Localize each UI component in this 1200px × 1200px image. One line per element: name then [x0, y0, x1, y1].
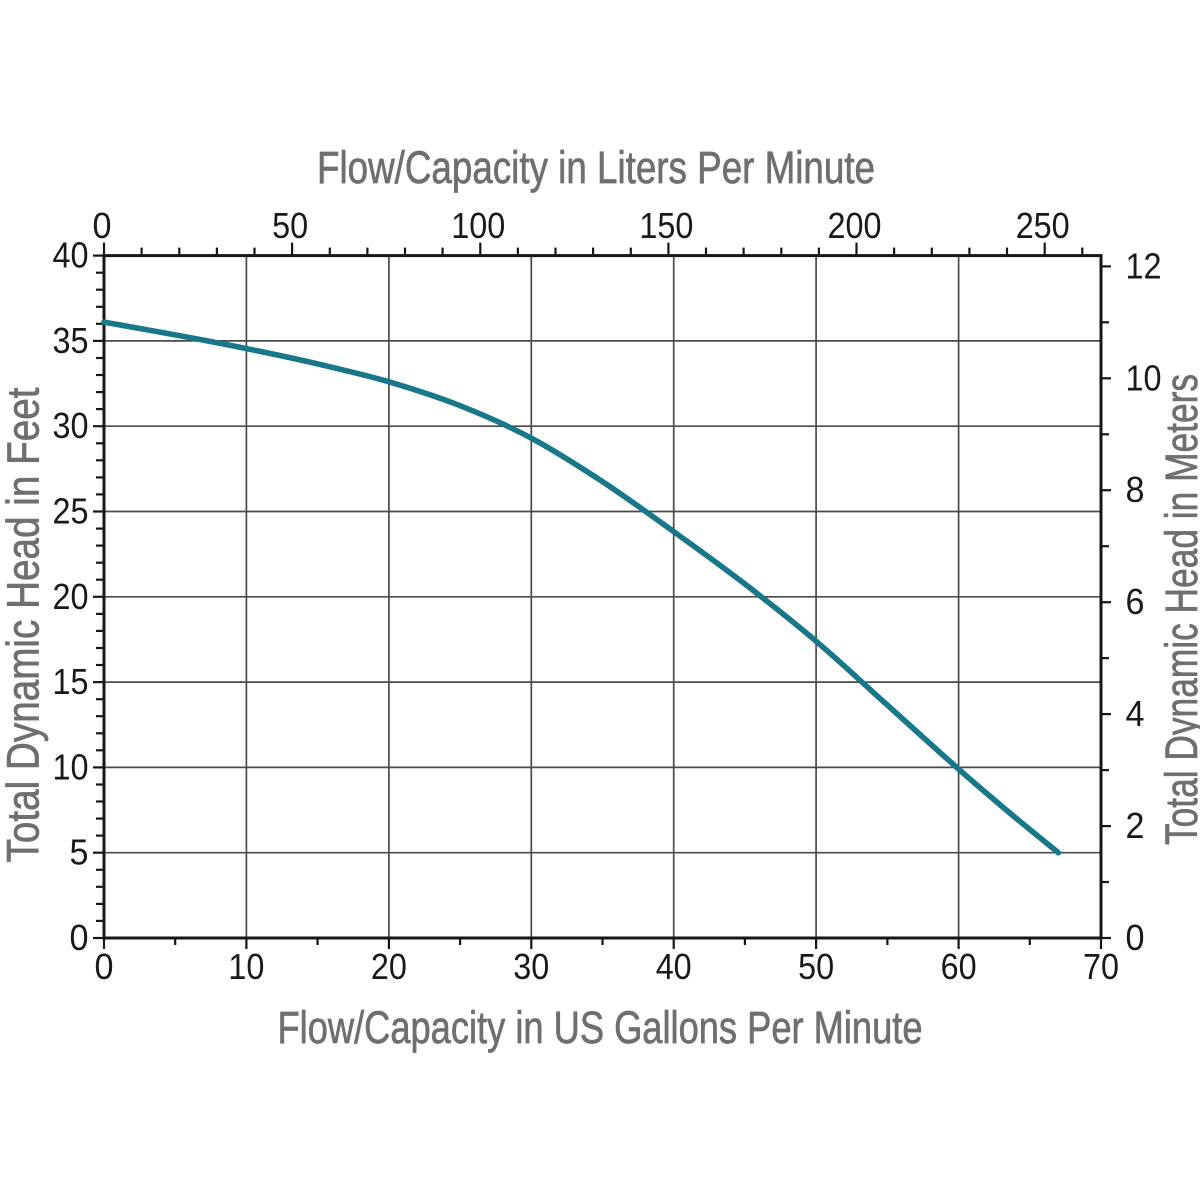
svg-text:0: 0 — [95, 946, 114, 987]
svg-text:35: 35 — [53, 320, 89, 361]
svg-text:150: 150 — [639, 205, 693, 246]
svg-text:30: 30 — [513, 946, 549, 987]
svg-text:Flow/Capacity in US Gallons Pe: Flow/Capacity in US Gallons Per Minute — [278, 1002, 923, 1053]
svg-text:50: 50 — [272, 205, 308, 246]
svg-text:20: 20 — [53, 576, 89, 617]
svg-text:5: 5 — [70, 832, 89, 873]
svg-text:50: 50 — [798, 946, 834, 987]
svg-text:200: 200 — [828, 205, 882, 246]
svg-text:250: 250 — [1016, 205, 1070, 246]
svg-text:Total Dynamic Head in Meters: Total Dynamic Head in Meters — [1156, 374, 1200, 845]
svg-text:40: 40 — [656, 946, 692, 987]
svg-text:6: 6 — [1126, 581, 1145, 622]
svg-text:40: 40 — [53, 235, 89, 276]
svg-text:8: 8 — [1126, 469, 1145, 510]
svg-text:0: 0 — [93, 205, 112, 246]
svg-text:100: 100 — [451, 205, 505, 246]
svg-text:4: 4 — [1126, 693, 1145, 734]
svg-text:15: 15 — [53, 661, 89, 702]
svg-text:20: 20 — [371, 946, 407, 987]
svg-text:0: 0 — [1126, 917, 1145, 958]
svg-text:30: 30 — [53, 405, 89, 446]
svg-text:25: 25 — [53, 491, 89, 532]
svg-text:0: 0 — [70, 917, 89, 958]
svg-text:Total Dynamic Head in Feet: Total Dynamic Head in Feet — [0, 387, 49, 862]
svg-text:Flow/Capacity in Liters Per Mi: Flow/Capacity in Liters Per Minute — [317, 142, 875, 193]
svg-text:12: 12 — [1126, 245, 1162, 286]
svg-text:70: 70 — [1083, 946, 1119, 987]
svg-text:10: 10 — [1126, 357, 1162, 398]
svg-text:60: 60 — [941, 946, 977, 987]
svg-text:2: 2 — [1126, 805, 1145, 846]
svg-text:10: 10 — [53, 746, 89, 787]
svg-text:10: 10 — [228, 946, 264, 987]
